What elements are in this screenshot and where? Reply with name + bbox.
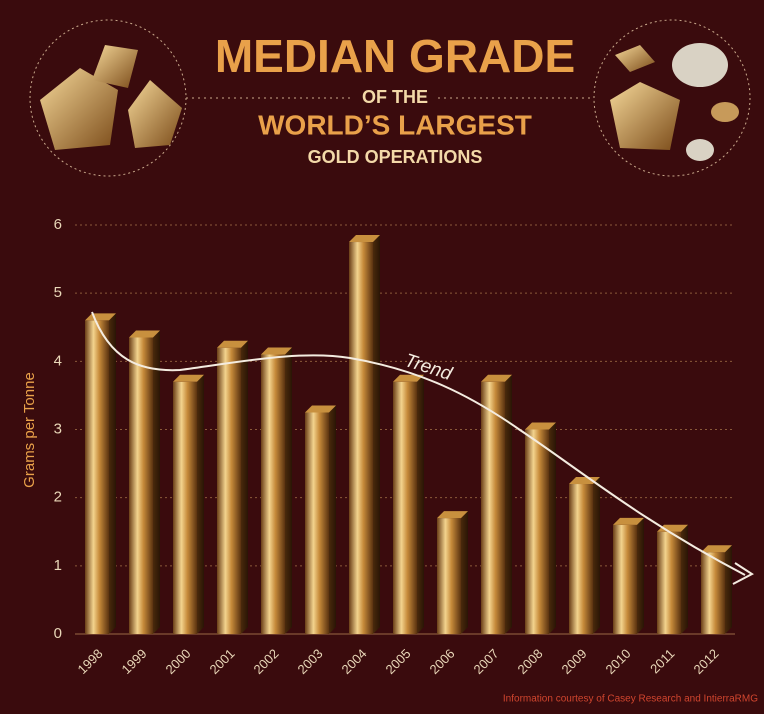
bar-side: [417, 374, 424, 634]
x-tick-label: 2006: [426, 646, 457, 677]
bar-side: [373, 235, 380, 634]
chart-title: OF THE: [362, 87, 428, 107]
plot: 0 1 2 3 4 5 6 1998 1999 2000 2001 2002 2003 2004 2005 2…: [54, 216, 735, 677]
bar: [481, 381, 505, 634]
y-tick-label: 4: [54, 352, 62, 369]
x-tick-label: 2000: [162, 646, 193, 677]
chart-title: GOLD OPERATIONS: [308, 147, 483, 167]
bar: [701, 552, 725, 634]
y-tick-label: 6: [54, 216, 62, 233]
x-tick-label: 2001: [206, 646, 237, 677]
bar-top: [569, 477, 600, 485]
decoration: [29, 19, 751, 177]
bar-side: [241, 340, 248, 634]
bar-side: [329, 405, 336, 634]
bar: [657, 531, 681, 634]
x-tick-label: 2011: [647, 646, 677, 676]
y-axis-label: Grams per Tonne: [21, 372, 38, 488]
x-tick-label: 2002: [250, 646, 281, 677]
x-tick-label: 2012: [690, 646, 721, 677]
y-tick-label: 3: [54, 420, 62, 437]
bar: [349, 242, 373, 634]
bar-side: [505, 374, 512, 634]
bar: [569, 484, 593, 634]
x-tick-label: 1998: [74, 646, 105, 677]
bar-side: [549, 422, 556, 634]
bar-side: [725, 545, 732, 634]
bar: [437, 518, 461, 634]
bar-side: [681, 524, 688, 634]
bar-side: [593, 477, 600, 634]
bar-side: [637, 517, 644, 634]
bar-side: [197, 374, 204, 634]
bar-top: [173, 374, 204, 382]
source: Information courtesy of Casey Research a…: [503, 694, 758, 705]
bar-side: [153, 330, 160, 634]
trend-line: [91, 311, 746, 576]
bar-top: [305, 405, 336, 413]
x-tick-label: 2008: [514, 646, 545, 677]
bar-top: [261, 347, 292, 355]
x-tick-label: 2004: [338, 646, 369, 677]
bar: [129, 337, 153, 634]
bar: [613, 524, 637, 634]
x-tick-label: 1999: [118, 646, 149, 677]
bar-top: [437, 511, 468, 519]
bar: [305, 412, 329, 634]
bar-top: [393, 374, 424, 382]
y-tick-label: 0: [54, 625, 62, 642]
bar: [393, 381, 417, 634]
bar-side: [109, 313, 116, 634]
y-tick-label: 5: [54, 284, 62, 301]
bar: [525, 429, 549, 634]
x-tick-label: 2010: [602, 646, 633, 677]
x-tick-label: 2009: [558, 646, 589, 677]
bar-top: [349, 235, 380, 243]
bar-side: [285, 347, 292, 634]
bar-top: [217, 340, 248, 348]
bar-top: [701, 545, 732, 553]
bar: [85, 320, 109, 634]
y-tick-label: 1: [54, 557, 62, 574]
bar: [217, 347, 241, 634]
trend-arrow: [732, 562, 754, 585]
chart-title: WORLD’S LARGEST: [258, 109, 532, 140]
x-tick-label: 2003: [294, 646, 325, 677]
bar: [261, 354, 285, 634]
bar-top: [129, 330, 160, 338]
bar: [173, 381, 197, 634]
x-tick-label: 2007: [470, 646, 501, 677]
x-tick-label: 2005: [382, 646, 413, 677]
bar-top: [525, 422, 556, 430]
chart-title: MEDIAN GRADE: [215, 30, 575, 82]
bar-top: [481, 374, 512, 382]
bar-top: [613, 517, 644, 525]
bar-side: [461, 511, 468, 634]
y-tick-label: 2: [54, 489, 62, 506]
